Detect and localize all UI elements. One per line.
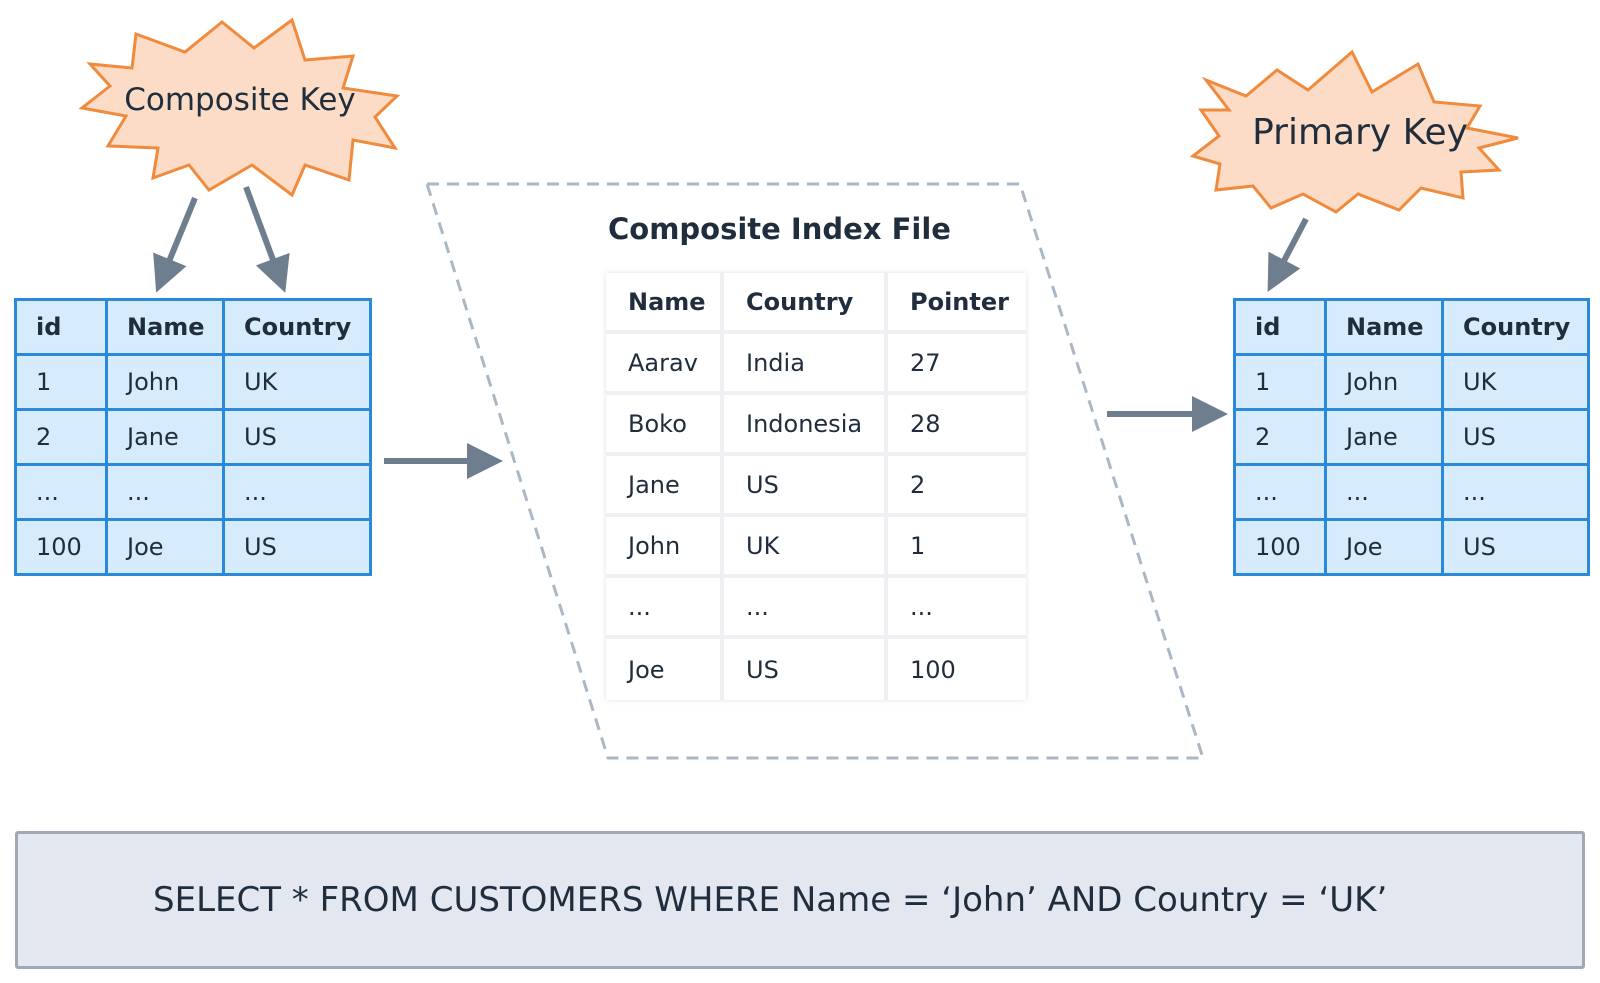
table-cell: Jane — [1324, 408, 1444, 466]
table-row: 100 Joe US — [1233, 518, 1590, 576]
table-header-row: Name Country Pointer — [606, 273, 1026, 334]
table-cell: 2 — [888, 456, 1026, 517]
left-customers-table: id Name Country 1 John UK 2 Jane US ... … — [14, 298, 372, 576]
sql-query-text: SELECT * FROM CUSTOMERS WHERE Name = ‘Jo… — [153, 880, 1388, 920]
table-row: 2 Jane US — [14, 408, 372, 466]
table-row: 1 John UK — [1233, 353, 1590, 411]
right-customers-table: id Name Country 1 John UK 2 Jane US ... … — [1233, 298, 1590, 576]
table-cell: Indonesia — [724, 395, 888, 456]
table-row: 2 Jane US — [1233, 408, 1590, 466]
table-cell: 1 — [14, 353, 108, 411]
table-row: 1 John UK — [14, 353, 372, 411]
table-cell: India — [724, 334, 888, 395]
table-cell: Joe — [1324, 518, 1444, 576]
table-cell: US — [1441, 408, 1590, 466]
table-cell: Jane — [606, 456, 724, 517]
table-row: Jane US 2 — [606, 456, 1026, 517]
primary-key-burst-shape — [1189, 49, 1519, 214]
arrow-composite-key-to-country — [243, 185, 290, 293]
primary-key-label: Primary Key — [1252, 112, 1468, 153]
arrow-primary-key-to-id — [1267, 217, 1309, 292]
table-cell: ... — [105, 463, 225, 521]
table-cell: 28 — [888, 395, 1026, 456]
composite-index-table: Name Country Pointer Aarav India 27 Boko… — [606, 273, 1026, 700]
table-cell: Joe — [606, 639, 724, 700]
table-row: 100 Joe US — [14, 518, 372, 576]
table-cell: ... — [1441, 463, 1590, 521]
table-cell: 1 — [888, 517, 1026, 578]
index-file-title: Composite Index File — [608, 212, 951, 246]
table-cell: 27 — [888, 334, 1026, 395]
table-cell: ... — [14, 463, 108, 521]
table-cell: UK — [724, 517, 888, 578]
table-cell: 2 — [1233, 408, 1327, 466]
table-cell: 100 — [910, 655, 956, 684]
header-cell: Country — [724, 273, 888, 334]
index-file-dashed-outline — [425, 182, 1205, 760]
table-cell: US — [724, 456, 888, 517]
table-cell: UK — [222, 353, 372, 411]
composite-key-label: Composite Key — [124, 82, 356, 118]
table-cell: US — [222, 408, 372, 466]
header-cell: id — [14, 298, 108, 356]
table-cell: 100 — [14, 518, 108, 576]
table-cell: John — [105, 353, 225, 411]
table-row: John UK 1 — [606, 517, 1026, 578]
table-cell: US — [1441, 518, 1590, 576]
table-cell: Boko — [606, 395, 724, 456]
header-cell: Name — [105, 298, 225, 356]
query-box: SELECT * FROM CUSTOMERS WHERE Name = ‘Jo… — [15, 831, 1585, 969]
table-header-row: id Name Country — [1233, 298, 1590, 356]
arrow-composite-key-to-name — [153, 196, 198, 293]
header-cell: id — [1233, 298, 1327, 356]
table-cell: John — [1324, 353, 1444, 411]
table-row: Joe US 100 — [606, 639, 1026, 700]
table-cell: ... — [724, 578, 888, 639]
table-cell: Jane — [105, 408, 225, 466]
table-cell: ... — [606, 578, 724, 639]
table-cell: 2 — [14, 408, 108, 466]
table-cell: ... — [888, 578, 1026, 639]
table-row: Boko Indonesia 28 — [606, 395, 1026, 456]
table-cell: ... — [222, 463, 372, 521]
table-cell: 100 — [1233, 518, 1327, 576]
table-row: ... ... ... — [1233, 463, 1590, 521]
header-cell: Country — [1441, 298, 1590, 356]
table-cell: ... — [1233, 463, 1327, 521]
table-cell: 1 — [1233, 353, 1327, 411]
table-cell: UK — [1441, 353, 1590, 411]
composite-key-burst-shape — [78, 17, 401, 198]
table-header-row: id Name Country — [14, 298, 372, 356]
header-cell: Country — [222, 298, 372, 356]
header-cell: Name — [1324, 298, 1444, 356]
table-row: ... ... ... — [606, 578, 1026, 639]
table-cell: US — [222, 518, 372, 576]
table-cell: Aarav — [606, 334, 724, 395]
header-cell: Name — [606, 273, 724, 334]
header-cell: Pointer — [888, 273, 1026, 334]
table-cell: John — [606, 517, 724, 578]
table-row: ... ... ... — [14, 463, 372, 521]
table-row: Aarav India 27 — [606, 334, 1026, 395]
table-cell: US — [724, 639, 888, 700]
table-cell: Joe — [105, 518, 225, 576]
table-cell: ... — [1324, 463, 1444, 521]
